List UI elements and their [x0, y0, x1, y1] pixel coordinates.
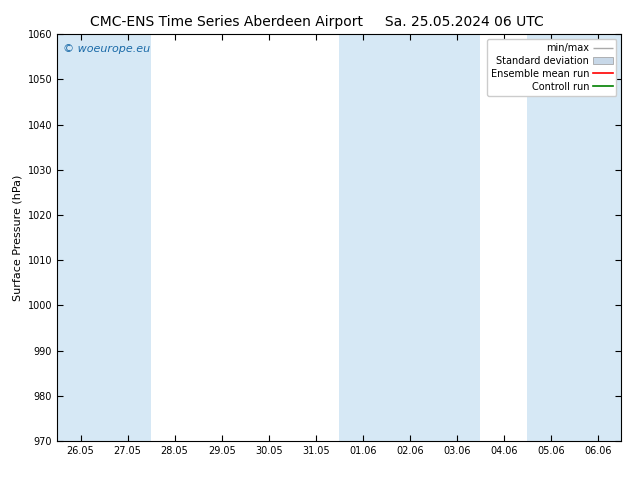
- Y-axis label: Surface Pressure (hPa): Surface Pressure (hPa): [12, 174, 22, 301]
- Bar: [574, 34, 621, 441]
- Bar: [433, 34, 480, 441]
- Text: CMC-ENS Time Series Aberdeen Airport     Sa. 25.05.2024 06 UTC: CMC-ENS Time Series Aberdeen Airport Sa.…: [90, 15, 544, 29]
- Bar: [57, 34, 104, 441]
- Text: © woeurope.eu: © woeurope.eu: [63, 45, 150, 54]
- Bar: [527, 34, 574, 441]
- Bar: [386, 34, 433, 441]
- Legend: min/max, Standard deviation, Ensemble mean run, Controll run: min/max, Standard deviation, Ensemble me…: [487, 39, 616, 96]
- Bar: [104, 34, 151, 441]
- Bar: [339, 34, 386, 441]
